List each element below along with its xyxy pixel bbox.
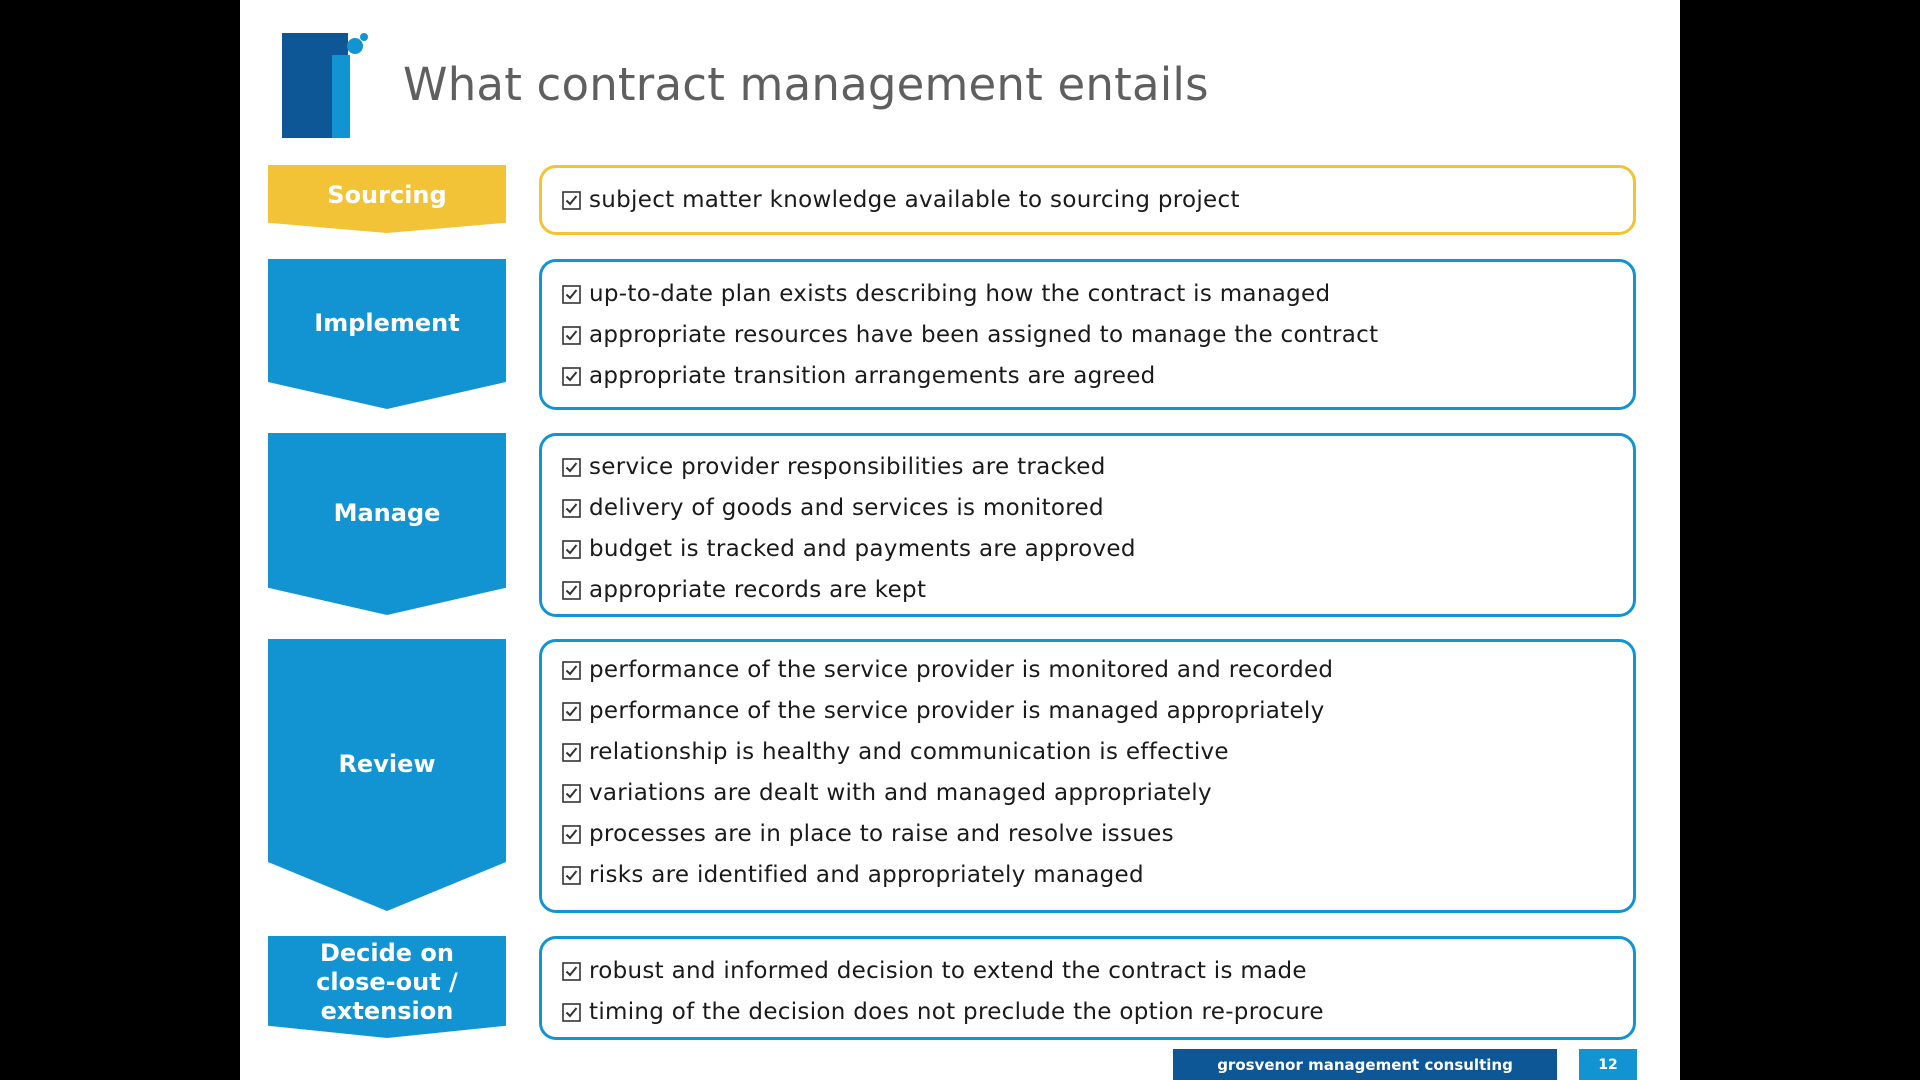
stage-box-manage: service provider responsibilities are tr… — [539, 433, 1636, 617]
item-text: appropriate resources have been assigned… — [589, 322, 1379, 348]
list-item: relationship is healthy and communicatio… — [562, 735, 1229, 769]
stage-label: Manage — [333, 498, 441, 527]
item-text: budget is tracked and payments are appro… — [589, 536, 1136, 562]
item-text: appropriate records are kept — [589, 577, 927, 603]
checkbox-checked-icon — [562, 961, 581, 981]
item-text: processes are in place to raise and reso… — [589, 821, 1174, 847]
checkbox-checked-icon — [562, 539, 581, 559]
list-item: appropriate transition arrangements are … — [562, 359, 1156, 393]
checkbox-checked-icon — [562, 824, 581, 844]
item-text: up-to-date plan exists describing how th… — [589, 281, 1331, 307]
stage-label-line: extension — [320, 996, 454, 1025]
stage-box-review: performance of the service provider is m… — [539, 639, 1636, 913]
checkbox-checked-icon — [562, 366, 581, 386]
item-text: risks are identified and appropriately m… — [589, 862, 1144, 888]
list-item: appropriate resources have been assigned… — [562, 318, 1378, 352]
checkbox-checked-icon — [562, 284, 581, 304]
logo-icon — [282, 33, 383, 138]
list-item: up-to-date plan exists describing how th… — [562, 277, 1330, 311]
footer-company-name: grosvenor management consulting — [1173, 1049, 1557, 1080]
item-text: subject matter knowledge available to so… — [589, 187, 1240, 213]
stage-label: Review — [338, 749, 436, 778]
stage-chevron-sourcing: Sourcing — [268, 165, 506, 233]
stage-box-decide: robust and informed decision to extend t… — [539, 936, 1636, 1040]
stage-box-implement: up-to-date plan exists describing how th… — [539, 259, 1636, 410]
checkbox-checked-icon — [562, 865, 581, 885]
checkbox-checked-icon — [562, 580, 581, 600]
list-item: performance of the service provider is m… — [562, 694, 1325, 728]
list-item: delivery of goods and services is monito… — [562, 491, 1104, 525]
checkbox-checked-icon — [562, 1002, 581, 1022]
checkbox-checked-icon — [562, 660, 581, 680]
stage-label: Implement — [314, 308, 460, 337]
checkbox-checked-icon — [562, 325, 581, 345]
stage-chevron-review: Review — [268, 639, 506, 911]
list-item: budget is tracked and payments are appro… — [562, 532, 1136, 566]
checkbox-checked-icon — [562, 701, 581, 721]
stage-chevron-decide-text: Decide on close-out / extension — [268, 936, 506, 1038]
item-text: appropriate transition arrangements are … — [589, 363, 1156, 389]
list-item: variations are dealt with and managed ap… — [562, 776, 1212, 810]
list-item: robust and informed decision to extend t… — [562, 954, 1307, 988]
item-text: timing of the decision does not preclude… — [589, 999, 1324, 1025]
stage-label-line: Decide on — [319, 938, 455, 967]
item-text: variations are dealt with and managed ap… — [589, 780, 1212, 806]
list-item: risks are identified and appropriately m… — [562, 858, 1144, 892]
stage-label-line: close-out / — [316, 967, 458, 996]
item-text: service provider responsibilities are tr… — [589, 454, 1106, 480]
item-text: performance of the service provider is m… — [589, 698, 1325, 724]
item-text: performance of the service provider is m… — [589, 657, 1334, 683]
list-item: appropriate records are kept — [562, 573, 926, 607]
checkbox-checked-icon — [562, 498, 581, 518]
stage-label: Sourcing — [327, 180, 447, 209]
checkbox-checked-icon — [562, 190, 581, 210]
checkbox-checked-icon — [562, 783, 581, 803]
item-text: robust and informed decision to extend t… — [589, 958, 1307, 984]
page-number: 12 — [1579, 1049, 1637, 1080]
stage-chevron-implement: Implement — [268, 259, 506, 409]
slide: What contract management entails Sourcin… — [240, 0, 1680, 1080]
item-text: relationship is healthy and communicatio… — [589, 739, 1229, 765]
page-title: What contract management entails — [403, 58, 1209, 111]
item-text: delivery of goods and services is monito… — [589, 495, 1104, 521]
stage-chevron-manage: Manage — [268, 433, 506, 615]
list-item: subject matter knowledge available to so… — [562, 183, 1240, 217]
checkbox-checked-icon — [562, 457, 581, 477]
list-item: performance of the service provider is m… — [562, 653, 1333, 687]
stage-chevron-decide: Decide on — [268, 936, 506, 1038]
list-item: processes are in place to raise and reso… — [562, 817, 1174, 851]
list-item: service provider responsibilities are tr… — [562, 450, 1106, 484]
list-item: timing of the decision does not preclude… — [562, 995, 1324, 1029]
stage-box-sourcing: subject matter knowledge available to so… — [539, 165, 1636, 235]
checkbox-checked-icon — [562, 742, 581, 762]
